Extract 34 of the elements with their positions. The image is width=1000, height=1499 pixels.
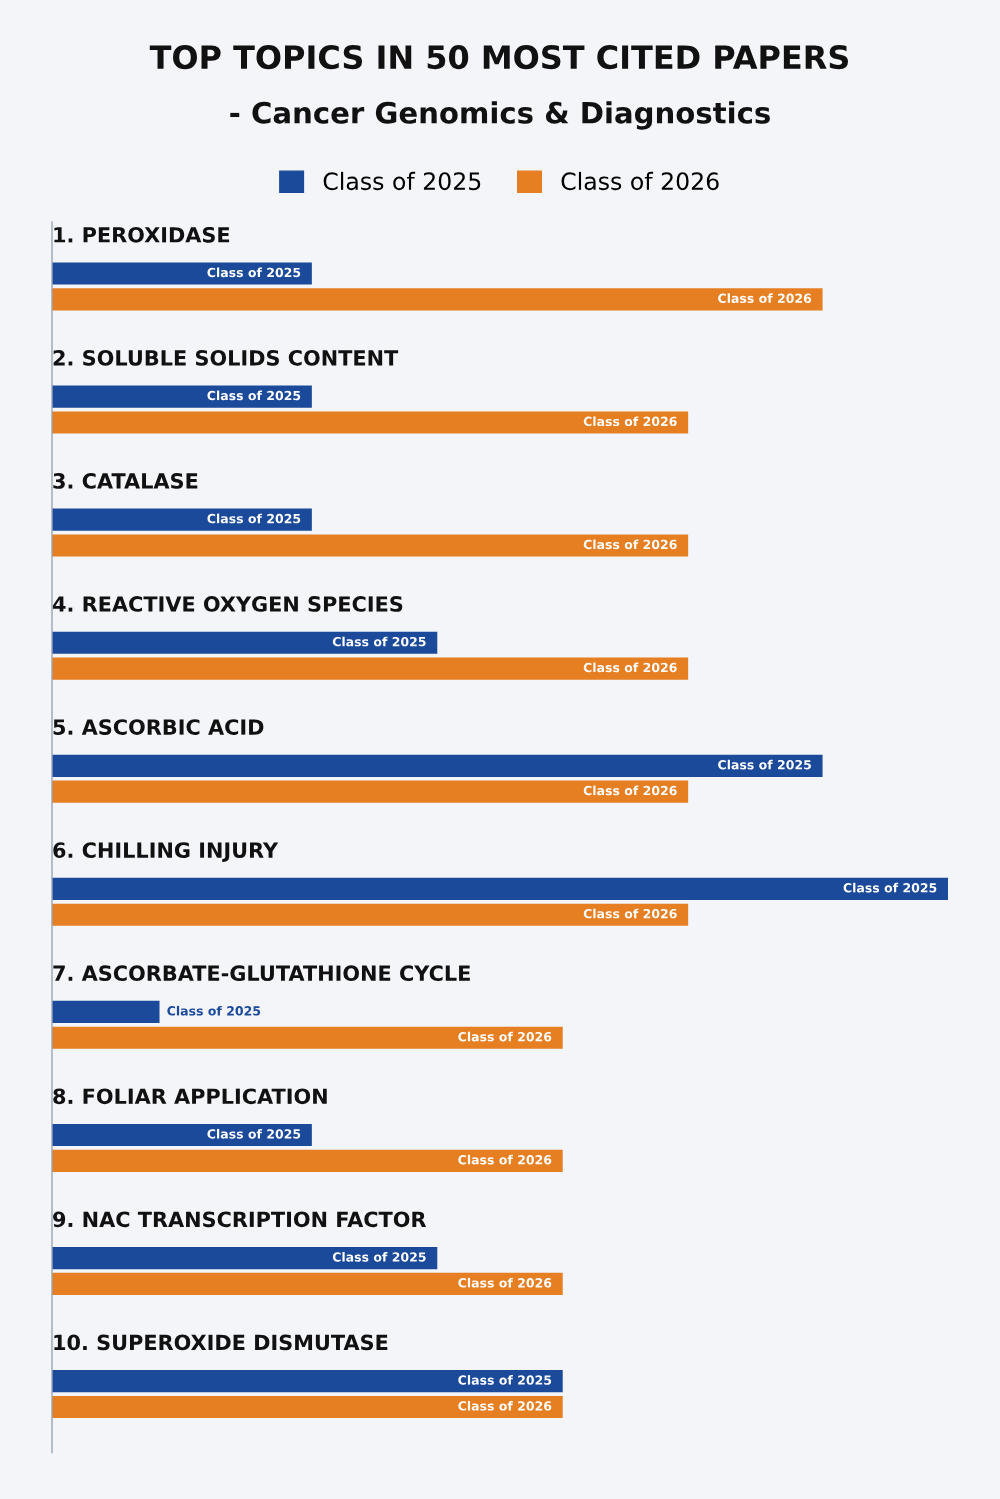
legend-label: Class of 2025 bbox=[323, 171, 481, 191]
text: Class of 2026 bbox=[458, 1154, 552, 1165]
y-tick-label: 5. ASCORBIC ACID bbox=[53, 719, 264, 735]
text: Class of 2025 bbox=[718, 759, 811, 770]
y-tick-label: 1. PEROXIDASE bbox=[54, 226, 230, 243]
legend-label: Class of 2026 bbox=[561, 171, 719, 191]
text: Class of 2025 bbox=[207, 1128, 301, 1139]
text: Class of 2026 bbox=[458, 1031, 552, 1042]
y-tick-label: 7. ASCORBATE-GLUTATHIONE CYCLE bbox=[53, 965, 470, 982]
text: Class of 2026 bbox=[458, 1277, 552, 1288]
y-tick-label: 9. NAC TRANSCRIPTION FACTOR bbox=[53, 1211, 427, 1228]
text: Class of 2025 bbox=[843, 882, 937, 893]
text: Class of 2026 bbox=[458, 1400, 552, 1411]
text: Class of 2025 bbox=[458, 1375, 552, 1385]
text: Class of 2025 bbox=[207, 513, 301, 524]
chart-subtitle: - Cancer Genomics & Diagnostics bbox=[230, 101, 770, 130]
text: Class of 2026 bbox=[583, 908, 677, 919]
text: Class of 2025 bbox=[207, 267, 301, 278]
text: Class of 2025 bbox=[207, 390, 301, 401]
y-tick-label: 2. SOLUBLE SOLIDS CONTENT bbox=[53, 349, 399, 366]
text: Class of 2025 bbox=[332, 1252, 426, 1262]
text: Class of 2025 bbox=[332, 636, 426, 647]
text: Class of 2025 bbox=[167, 1005, 261, 1016]
y-tick-label: 3. CATALASE bbox=[53, 473, 198, 489]
text: Class of 2026 bbox=[583, 539, 677, 550]
y-tick-label: 4. REACTIVE OXYGEN SPECIES bbox=[52, 596, 403, 612]
y-tick-label: 6. CHILLING INJURY bbox=[53, 842, 279, 862]
text: Class of 2026 bbox=[718, 293, 812, 304]
text: Class of 2026 bbox=[583, 662, 677, 673]
chart-title: TOP TOPICS IN 50 MOST CITED PAPERS bbox=[149, 45, 849, 70]
text: Class of 2026 bbox=[583, 785, 677, 796]
y-tick-label: 8. FOLIAR APPLICATION bbox=[53, 1088, 327, 1105]
text: Class of 2026 bbox=[583, 416, 677, 427]
y-tick-label: 10. SUPEROXIDE DISMUTASE bbox=[54, 1334, 388, 1351]
